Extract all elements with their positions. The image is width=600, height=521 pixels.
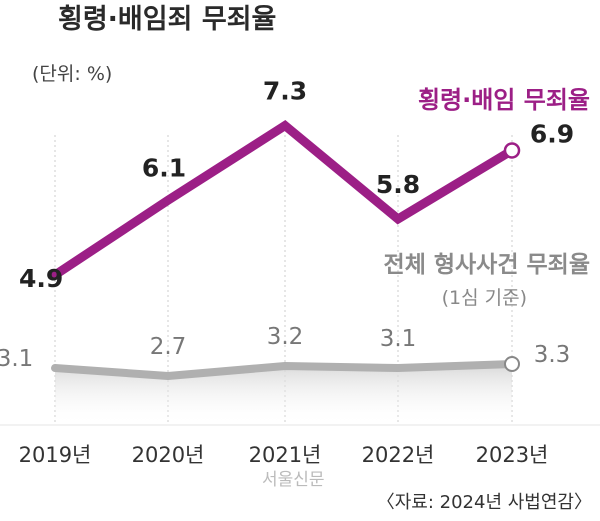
x-axis-ticks: 2019년 2020년 2021년 2022년 2023년 [19,443,549,467]
main-data-label-1: 6.1 [142,153,186,182]
legend-sub-series: 전체 형사사건 무죄율 [384,252,590,278]
sub-data-label-2: 3.2 [267,324,304,350]
main-series-endpoint [503,142,521,159]
main-data-label-0: 4.9 [19,264,63,293]
source-note: 〈자료: 2024년 사법연감〉 [377,492,592,513]
x-tick-label-4: 2023년 [476,443,549,467]
x-tick-label-0: 2019년 [19,443,92,467]
series-lines [50,120,517,380]
legend-sub-note: (1심 기준) [442,287,527,309]
main-series-line [50,120,517,280]
legend-main-series: 횡령·배임 무죄율 [418,86,590,114]
sub-data-label-3: 3.1 [380,326,417,352]
unit-label: (단위: %) [32,63,112,85]
data-labels: 4.9 6.1 7.3 5.8 6.9 3.1 2.7 3.2 3.1 3.3 [0,77,574,372]
main-data-label-4: 6.9 [530,119,574,148]
x-tick-label-1: 2020년 [132,443,205,467]
sub-data-label-0: 3.1 [0,346,33,372]
main-data-label-3: 5.8 [376,170,420,199]
sub-series-endpoint [504,356,520,372]
sub-data-label-4: 3.3 [534,342,571,368]
series-points [503,142,521,372]
x-tick-label-2: 2021년 [249,443,322,467]
chart-title: 횡령·배임죄 무죄율 [58,4,276,35]
watermark: 서울신문 [262,470,325,490]
x-tick-label-3: 2022년 [362,443,435,467]
main-data-label-2: 7.3 [263,77,307,106]
sub-series-line [51,360,516,380]
sub-data-label-1: 2.7 [150,334,187,360]
